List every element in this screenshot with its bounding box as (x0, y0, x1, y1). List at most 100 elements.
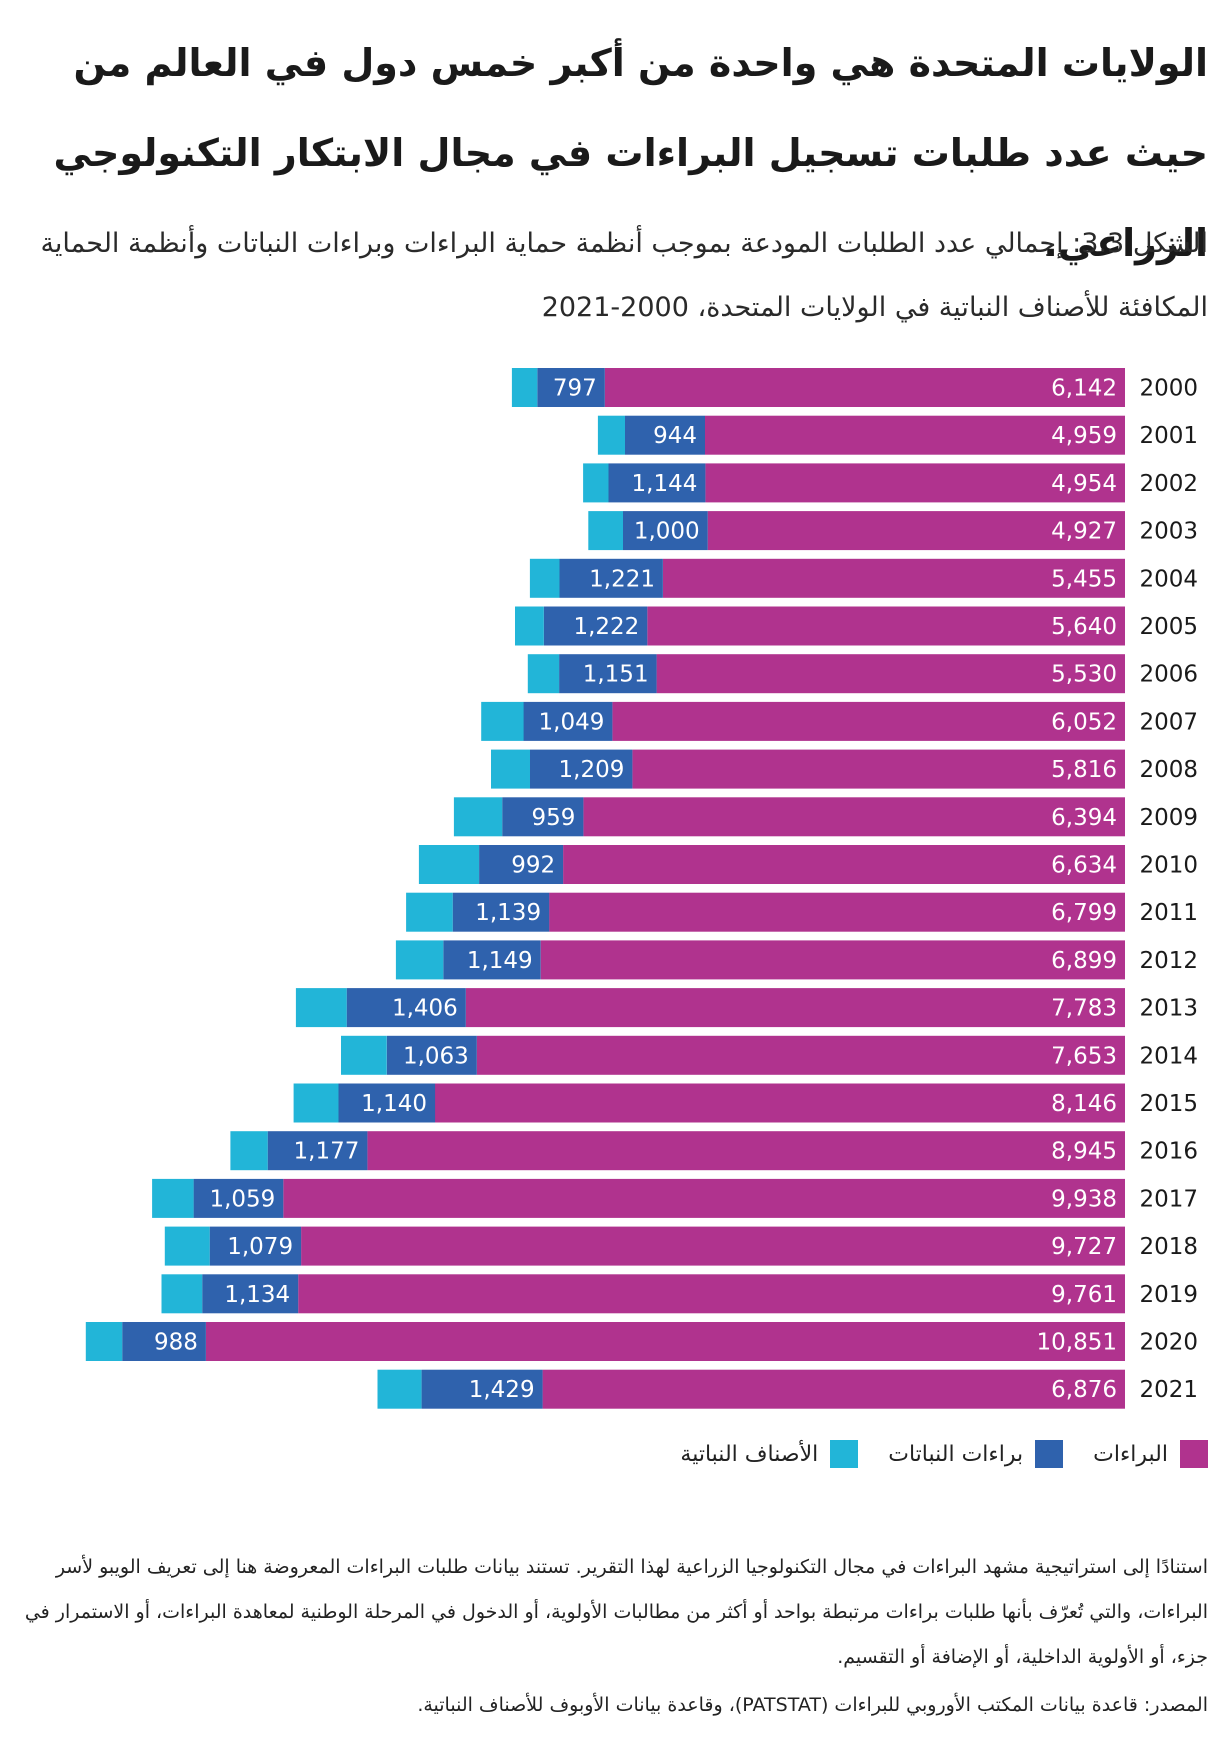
bar-row-2004: 5,455 1,221 2004 (529, 558, 1198, 598)
bar-row-2010: 6,634 992 2010 (418, 845, 1198, 884)
bar-plant_varieties-2017 (152, 1178, 194, 1218)
chart-legend: البراءات براءات النباتات الأصناف النباتي… (680, 1440, 1208, 1468)
legend-swatch-plant-patents (1035, 1440, 1064, 1468)
year-label-2009: 2009 (1139, 805, 1198, 831)
bar-plant_varieties-2002 (583, 463, 609, 503)
value-label-plant_patents-2002: 1,144 (632, 471, 698, 497)
value-label-patents-2002: 4,954 (1051, 471, 1117, 497)
bar-plant_varieties-2014 (341, 1035, 387, 1075)
bar-plant_patents-2017 (193, 1178, 284, 1218)
year-label-2002: 2002 (1139, 471, 1198, 497)
bar-row-2021: 6,876 1,429 2021 (377, 1369, 1198, 1409)
year-label-2015: 2015 (1139, 1091, 1198, 1117)
bar-plant_varieties-2018 (164, 1226, 210, 1266)
bar-plant_patents-2009 (502, 797, 584, 837)
year-label-2017: 2017 (1139, 1186, 1198, 1212)
bar-patents-2009 (583, 797, 1125, 837)
figure-subtitle: الشكل 3.3: إجمالي عدد الطلبات المودعة بم… (40, 228, 1208, 323)
value-label-patents-2006: 5,530 (1051, 662, 1117, 688)
value-label-plant_patents-2012: 1,149 (467, 948, 533, 974)
bar-plant_varieties-2003 (588, 511, 623, 551)
legend-item-plant-varieties: الأصناف النباتية (680, 1440, 859, 1468)
value-label-plant_patents-2018: 1,079 (227, 1234, 293, 1260)
year-label-2021: 2021 (1139, 1377, 1198, 1403)
bar-patents-2019 (298, 1274, 1125, 1314)
bar-plant_varieties-2016 (230, 1131, 268, 1171)
year-label-2020: 2020 (1139, 1330, 1198, 1356)
value-label-patents-2018: 9,727 (1051, 1234, 1117, 1260)
bar-row-2009: 6,394 959 2009 (453, 797, 1198, 837)
value-label-plant_patents-2009: 959 (531, 805, 575, 831)
bar-row-2001: 4,959 944 2001 (597, 415, 1198, 455)
bar-plant_patents-2006 (559, 654, 657, 694)
bar-patents-2020 (205, 1322, 1125, 1361)
value-label-patents-2016: 8,945 (1051, 1139, 1117, 1165)
value-label-plant_patents-2020: 988 (154, 1330, 198, 1356)
bar-patents-2003 (707, 511, 1125, 551)
bar-plant_patents-2007 (523, 701, 613, 741)
value-label-plant_patents-2014: 1,063 (403, 1043, 469, 1069)
value-label-patents-2004: 5,455 (1051, 566, 1117, 592)
legend-label-patents: البراءات (1093, 1441, 1168, 1467)
bar-patents-2018 (301, 1226, 1126, 1266)
bar-plant_patents-2004 (559, 558, 663, 598)
bar-row-2019: 9,761 1,134 2019 (161, 1274, 1198, 1314)
bar-plant_varieties-2021 (377, 1369, 422, 1409)
bar-plant_patents-2002 (608, 463, 706, 503)
value-label-plant_patents-2006: 1,151 (583, 662, 649, 688)
legend-label-plant-varieties: الأصناف النباتية (680, 1441, 819, 1467)
bar-patents-2000 (604, 368, 1125, 407)
year-label-2006: 2006 (1139, 662, 1198, 688)
value-label-patents-2014: 7,653 (1051, 1043, 1117, 1069)
year-label-2012: 2012 (1139, 948, 1198, 974)
bar-patents-2008 (632, 749, 1125, 789)
bar-plant_patents-2001 (625, 415, 705, 455)
legend-item-plant-patents: براءات النباتات (888, 1440, 1064, 1468)
legend-swatch-plant-varieties (830, 1440, 859, 1468)
bar-row-2000: 6,142 797 2000 (511, 368, 1198, 407)
bar-plant_patents-2015 (338, 1083, 436, 1123)
legend-item-patents: البراءات (1093, 1440, 1208, 1468)
bar-plant_varieties-2009 (453, 797, 503, 837)
bar-plant_varieties-2012 (395, 940, 444, 980)
value-label-patents-2001: 4,959 (1051, 423, 1117, 449)
bar-patents-2002 (705, 463, 1125, 503)
year-label-2016: 2016 (1139, 1139, 1198, 1165)
bar-patents-2006 (656, 654, 1125, 694)
bar-plant_patents-2019 (202, 1274, 299, 1314)
value-label-plant_patents-2016: 1,177 (294, 1139, 360, 1165)
legend-label-plant-patents: براءات النباتات (888, 1441, 1024, 1467)
value-label-patents-2017: 9,938 (1051, 1186, 1117, 1212)
bar-patents-2001 (705, 415, 1125, 455)
year-label-2004: 2004 (1139, 566, 1198, 592)
year-label-2010: 2010 (1139, 853, 1198, 879)
bar-row-2006: 5,530 1,151 2006 (527, 654, 1198, 694)
value-label-plant_patents-2015: 1,140 (361, 1091, 427, 1117)
bar-plant_patents-2020 (122, 1322, 206, 1361)
value-label-patents-2008: 5,816 (1051, 757, 1117, 783)
value-label-patents-2009: 6,394 (1051, 805, 1117, 831)
value-label-patents-2021: 6,876 (1051, 1377, 1117, 1403)
year-label-2019: 2019 (1139, 1282, 1198, 1308)
bar-patents-2005 (647, 606, 1125, 646)
bar-plant_varieties-2020 (85, 1322, 123, 1361)
value-label-patents-2020: 10,851 (1037, 1330, 1117, 1356)
value-label-plant_patents-2010: 992 (511, 853, 555, 879)
bar-plant_patents-2008 (530, 749, 633, 789)
year-label-2011: 2011 (1139, 900, 1198, 926)
value-label-plant_patents-2021: 1,429 (469, 1377, 535, 1403)
value-label-plant_patents-2013: 1,406 (392, 996, 458, 1022)
bar-plant_varieties-2004 (529, 558, 560, 598)
year-label-2014: 2014 (1139, 1043, 1198, 1069)
value-label-patents-2019: 9,761 (1051, 1282, 1117, 1308)
bar-patents-2016 (367, 1131, 1125, 1171)
value-label-patents-2003: 4,927 (1051, 519, 1117, 545)
bar-plant_varieties-2008 (491, 749, 530, 789)
value-label-plant_patents-2017: 1,059 (209, 1186, 275, 1212)
value-label-patents-2013: 7,783 (1051, 996, 1117, 1022)
bar-plant_varieties-2007 (481, 701, 524, 741)
bar-plant_patents-2012 (443, 940, 541, 980)
headline: الولايات المتحدة هي واحدة من أكبر خمس دو… (53, 41, 1209, 265)
bar-row-2005: 5,640 1,222 2005 (515, 606, 1198, 646)
year-label-2001: 2001 (1139, 423, 1198, 449)
